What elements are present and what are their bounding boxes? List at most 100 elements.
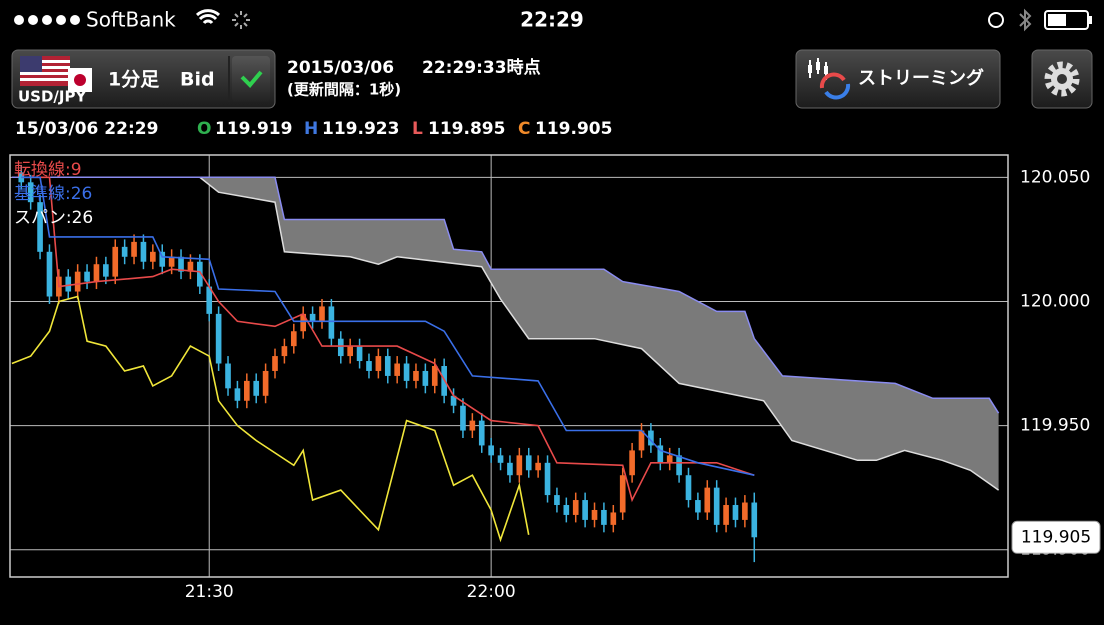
candle-body <box>253 380 260 396</box>
candle-body <box>140 241 147 262</box>
carrier: SoftBank <box>86 8 176 32</box>
candle-body <box>610 512 617 525</box>
candle-body <box>215 313 222 364</box>
candle-body <box>93 264 100 282</box>
candle-body <box>704 487 711 513</box>
candle-body <box>544 462 551 496</box>
y-tick-label: 119.950 <box>1020 416 1090 436</box>
candle-body <box>159 251 166 267</box>
candle-body <box>262 370 269 396</box>
candle-body <box>478 420 485 446</box>
candle-body <box>723 505 729 525</box>
x-tick-label: 21:30 <box>185 582 234 602</box>
candle-body <box>666 455 673 463</box>
candle-body <box>272 356 278 371</box>
candle-body <box>648 430 654 446</box>
candle-body <box>591 509 598 520</box>
span-line <box>11 176 1000 414</box>
candle-body <box>413 370 419 381</box>
dropdown-check <box>240 70 263 88</box>
candle-body <box>150 251 156 262</box>
streaming-button[interactable]: ストリーミング <box>795 49 1001 109</box>
candle-body <box>563 505 570 515</box>
flag-icon <box>20 56 92 92</box>
candle-body <box>638 430 645 451</box>
cloud-fill <box>11 177 999 491</box>
candle-body <box>572 500 579 515</box>
ohlc-value: 119.923 <box>322 119 399 139</box>
candle-body <box>84 271 90 282</box>
candle-body <box>525 455 532 471</box>
gear-hole <box>1057 74 1067 84</box>
pair-button[interactable]: USD/JPY 1分足 Bid <box>11 49 276 109</box>
candle-body <box>74 271 81 292</box>
ohlc-key: L <box>412 119 423 139</box>
candle-body <box>469 420 476 431</box>
candle-body <box>629 450 635 476</box>
pair-label: USD/JPY <box>18 88 87 106</box>
candle-body <box>243 380 250 401</box>
candle-body <box>18 172 25 183</box>
candle-body <box>554 495 560 506</box>
update-interval: (更新間隔：1秒) <box>287 81 401 99</box>
candle-body <box>516 455 523 476</box>
bluetooth-icon <box>1019 8 1032 32</box>
candle-body <box>582 500 588 520</box>
ohlc-key: H <box>304 119 318 139</box>
candle-body <box>178 256 184 272</box>
span-line <box>11 176 1000 491</box>
as-of-time: 22:29:33時点 <box>422 57 541 78</box>
gear-teeth <box>1044 61 1080 97</box>
candle-body <box>290 331 297 347</box>
candle-body <box>619 475 626 513</box>
ohlc-value: 119.905 <box>535 119 612 139</box>
candle-body <box>535 462 541 471</box>
candle-body <box>319 306 325 322</box>
candle-body <box>46 251 53 297</box>
candle-body <box>422 370 429 386</box>
alarm-icon <box>988 12 1004 28</box>
plot-area <box>10 155 1008 577</box>
chart: 120.050120.000119.950119.90021:3022:00転換… <box>9 154 1101 602</box>
candle-body <box>601 509 607 525</box>
candle-body <box>103 264 109 277</box>
settings-button[interactable] <box>1031 49 1093 109</box>
x-tick-label: 22:00 <box>467 582 516 602</box>
y-tick-label: 120.000 <box>1020 291 1090 311</box>
candle-body <box>695 500 701 513</box>
clock: 22:29 <box>520 8 584 32</box>
price-tag-label: 119.905 <box>1021 527 1091 547</box>
timeframe-label: 1分足 <box>108 69 160 91</box>
candle-body <box>366 361 372 371</box>
plot-frame <box>9 154 1009 578</box>
activity-icon <box>232 11 250 29</box>
ohlc-value: 119.919 <box>215 119 292 139</box>
candle-body <box>497 455 504 463</box>
candle-body <box>300 313 307 332</box>
candle-body <box>347 346 354 357</box>
y-tick-label: 120.050 <box>1020 167 1090 187</box>
candle-body <box>225 363 231 389</box>
candle-body <box>121 246 128 257</box>
candle-body <box>751 502 758 538</box>
streaming-icon <box>808 58 851 100</box>
indicator-line <box>21 176 755 503</box>
ohlc-date: 15/03/06 22:29 <box>15 119 158 139</box>
candle-body <box>206 286 213 314</box>
candle-body <box>328 306 335 339</box>
candle-body <box>713 487 720 525</box>
candle-body <box>37 202 43 252</box>
ohlc-value: 119.895 <box>428 119 505 139</box>
candle-body <box>403 363 410 381</box>
indicator-line <box>21 176 755 476</box>
candle-body <box>375 356 382 371</box>
candle-body <box>131 241 137 257</box>
candle-body <box>742 502 748 520</box>
ohlc-key: C <box>518 119 530 139</box>
candle-body <box>234 388 241 401</box>
candle-body <box>384 356 391 376</box>
candle-body <box>507 462 513 476</box>
legend-entry: 転換線:9 <box>14 160 82 180</box>
signal-dots <box>14 15 80 25</box>
indicator-line <box>11 295 530 543</box>
